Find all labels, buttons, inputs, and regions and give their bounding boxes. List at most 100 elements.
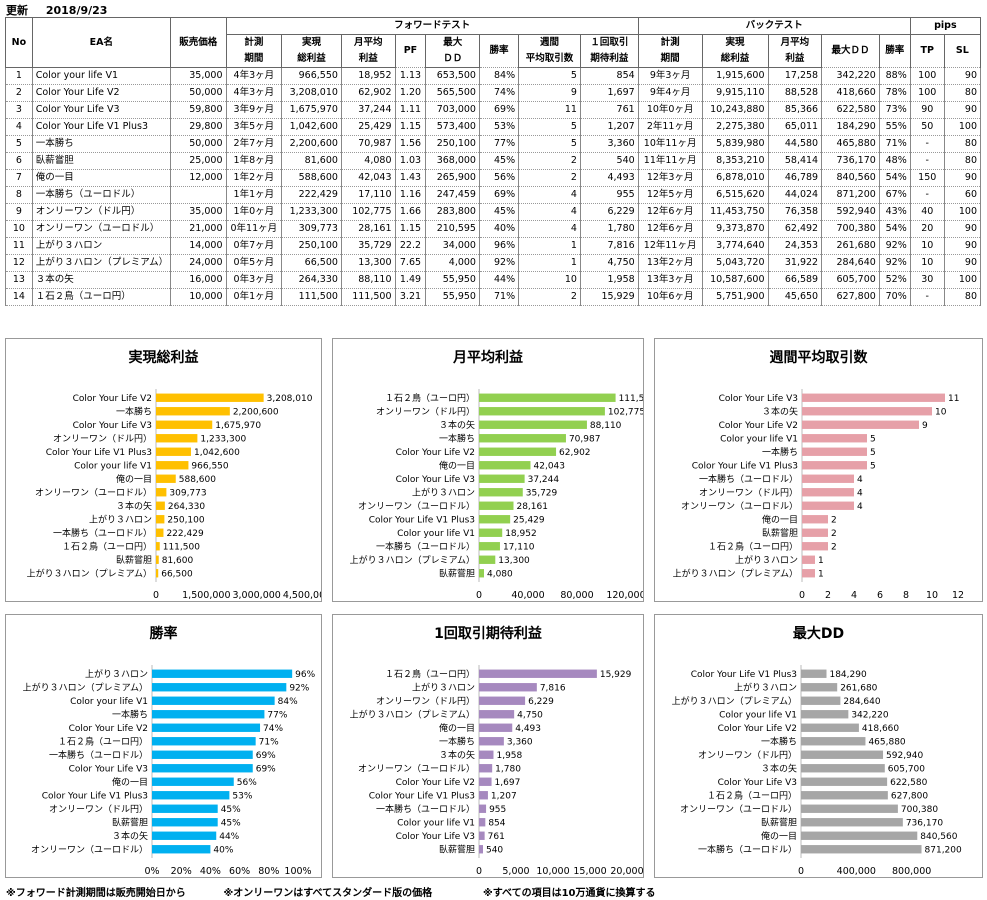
cell-b-dd: 592,940 bbox=[821, 203, 880, 221]
cell-ea-name: 臥薪嘗胆 bbox=[31, 152, 171, 170]
footnotes: ※フォワード計測期間は販売開始日から ※オンリーワンはすべてスタンダード版の価格… bbox=[6, 884, 656, 899]
category-label: 上がり３ハロン（プレミアム） bbox=[672, 695, 797, 707]
bar bbox=[152, 710, 265, 719]
cell-b-win: 92% bbox=[878, 237, 911, 255]
cell-b-win: 92% bbox=[878, 254, 911, 272]
category-label: １石２鳥（ユーロ円） bbox=[58, 735, 148, 747]
cell-f-pf: 1.49 bbox=[394, 271, 427, 289]
data-label: 2 bbox=[831, 542, 837, 552]
tick-label: 800,000 bbox=[892, 866, 931, 877]
data-label: 966,550 bbox=[191, 461, 228, 471]
category-label: 臥薪嘗胆 bbox=[112, 816, 148, 828]
cell-f-dd: 55,950 bbox=[425, 271, 480, 289]
data-label: 25,429 bbox=[513, 515, 545, 525]
category-label: 俺の一目 bbox=[439, 459, 475, 471]
cell-f-weekly: 2 bbox=[518, 288, 581, 306]
cell-f-total: 966,550 bbox=[281, 67, 342, 85]
cell-sl: 80 bbox=[943, 288, 982, 306]
category-label: 臥薪嘗胆 bbox=[761, 816, 797, 828]
cell-f-weekly: 1 bbox=[518, 254, 581, 272]
cell-no: 6 bbox=[5, 152, 33, 170]
cell-sl: 100 bbox=[943, 203, 982, 221]
cell-tp: - bbox=[909, 152, 945, 170]
bar bbox=[801, 791, 888, 800]
data-label: 13,300 bbox=[498, 556, 530, 566]
category-label: 俺の一目 bbox=[761, 830, 797, 842]
category-label: 臥薪嘗胆 bbox=[439, 843, 475, 855]
cell-f-total: 250,100 bbox=[281, 237, 342, 255]
chart-weekly-trades: 週間平均取引数 Color Your Life V3 11 ３本の矢 10 Color … bbox=[654, 338, 983, 602]
category-label: Color Your Life V2 bbox=[718, 724, 797, 734]
cell-f-period: 1年0ヶ月 bbox=[225, 203, 283, 221]
category-label: Color Your Life V3 bbox=[719, 394, 798, 404]
col-sl: SL bbox=[943, 34, 982, 68]
data-label: 84% bbox=[278, 697, 298, 707]
footnote: ※すべての項目は10万通貨に換算する bbox=[482, 888, 656, 899]
category-label: オンリーワン（ドル円） bbox=[699, 487, 798, 498]
cell-price: 35,000 bbox=[169, 67, 227, 85]
cell-f-weekly: 5 bbox=[518, 118, 581, 136]
bar bbox=[479, 569, 484, 578]
data-label: 11 bbox=[948, 394, 959, 404]
cell-no: 14 bbox=[5, 288, 33, 306]
cell-b-dd: 418,660 bbox=[821, 84, 880, 102]
col-f-period: 計測 bbox=[225, 34, 283, 51]
cell-f-expect: 7,816 bbox=[579, 237, 639, 255]
bar bbox=[156, 488, 167, 497]
data-label: 955 bbox=[489, 805, 506, 815]
bar bbox=[156, 515, 165, 524]
bar bbox=[156, 474, 176, 483]
cell-price: 24,000 bbox=[169, 254, 227, 272]
cell-f-pf: 22.2 bbox=[394, 237, 427, 255]
update-info: 更新 2018/9/23 bbox=[6, 2, 121, 18]
category-label: １石２鳥（ユーロ円） bbox=[385, 392, 475, 404]
bar bbox=[152, 696, 275, 705]
chart-svg: Color Your Life V2 3,208,010 一本勝ち 2,200,600… bbox=[27, 389, 321, 601]
chart-win-rate: 勝率 上がり３ハロン 96% 上がり３ハロン（プレミアム） 92% Color your… bbox=[5, 614, 322, 878]
cell-tp: 10 bbox=[909, 254, 945, 272]
data-label: 4 bbox=[857, 502, 863, 512]
data-label: 42,043 bbox=[534, 461, 566, 471]
cell-b-dd: 465,880 bbox=[821, 135, 880, 153]
data-label: 309,773 bbox=[169, 488, 206, 498]
cell-tp: 30 bbox=[909, 271, 945, 289]
tick-label: 10,000 bbox=[536, 866, 569, 877]
cell-f-win: 44% bbox=[478, 271, 520, 289]
tick-label: 2 bbox=[825, 590, 831, 601]
bar bbox=[479, 737, 504, 746]
cell-price: 10,000 bbox=[169, 288, 227, 306]
category-label: オンリーワン（ユーロドル） bbox=[358, 501, 475, 512]
category-label: オンリーワン（ユーロドル） bbox=[681, 501, 798, 512]
bar bbox=[801, 818, 903, 827]
cell-f-win: 69% bbox=[478, 186, 520, 204]
data-label: 6,229 bbox=[528, 697, 554, 707]
bar bbox=[152, 831, 217, 840]
category-label: 一本勝ち（ユーロドル） bbox=[698, 843, 797, 855]
cell-b-win: 48% bbox=[878, 152, 911, 170]
bar bbox=[479, 683, 537, 692]
data-label: 2 bbox=[831, 529, 837, 539]
cell-f-total: 3,208,010 bbox=[281, 84, 342, 102]
cell-b-total: 10,587,600 bbox=[701, 271, 769, 289]
cell-no: 13 bbox=[5, 271, 33, 289]
bar bbox=[479, 528, 503, 537]
chart-expected-profit: 1回取引期待利益 １石２鳥（ユーロ円） 15,929 上がり３ハロン 7,816 オンリ… bbox=[332, 614, 644, 878]
cell-b-win: 71% bbox=[878, 135, 911, 153]
chart-svg: １石２鳥（ユーロ円） 111,500 オンリーワン（ドル円） 102,775 ３本の矢 8… bbox=[350, 389, 643, 601]
cell-b-dd: 605,700 bbox=[821, 271, 880, 289]
cell-b-dd: 627,800 bbox=[821, 288, 880, 306]
cell-sl: 90 bbox=[943, 67, 982, 85]
data-label: 1 bbox=[818, 569, 824, 579]
category-label: Color Your Life V1 Plus3 bbox=[42, 791, 148, 801]
table-row: 5 一本勝ち 50,000 2年7ヶ月 2,200,600 70,987 1.56 250,1… bbox=[5, 135, 982, 153]
cell-ea-name: オンリーワン（ユーロドル） bbox=[31, 220, 171, 238]
cell-f-weekly: 2 bbox=[518, 169, 581, 187]
update-date: 2018/9/23 bbox=[45, 4, 108, 17]
category-label: Color your life V1 bbox=[397, 818, 475, 828]
cell-b-total: 3,774,640 bbox=[701, 237, 769, 255]
category-label: 上がり３ハロン（プレミアム） bbox=[350, 554, 475, 566]
cell-b-monthly: 44,024 bbox=[767, 186, 823, 204]
cell-b-win: 54% bbox=[878, 220, 911, 238]
chart-title: 1回取引期待利益 bbox=[434, 626, 542, 642]
cell-b-total: 5,839,980 bbox=[701, 135, 769, 153]
